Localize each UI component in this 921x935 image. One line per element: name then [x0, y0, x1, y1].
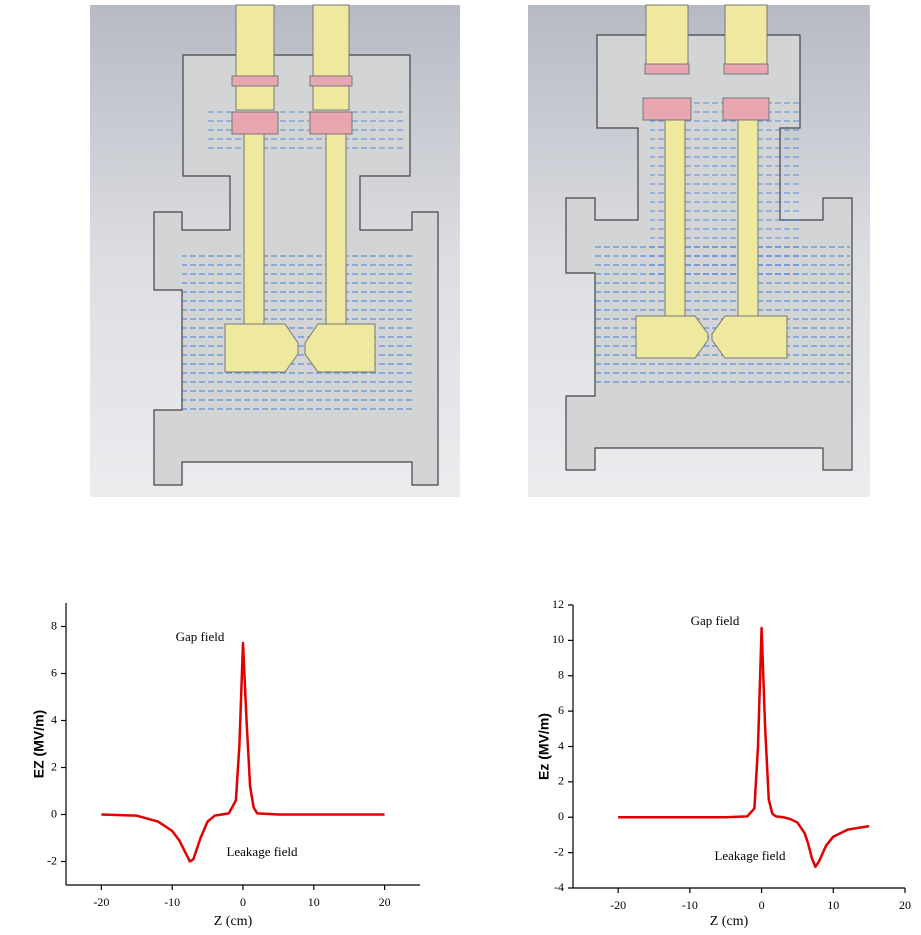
simulation-image-right [528, 4, 870, 497]
y-tick-label: 0 [558, 809, 564, 823]
x-tick-label: -20 [610, 898, 626, 912]
x-tick-label: -10 [682, 898, 698, 912]
x-tick-label: 0 [240, 895, 246, 909]
y-tick-label: 2 [558, 774, 564, 788]
x-tick-label: 10 [308, 895, 320, 909]
x-axis-label: Z (cm) [214, 914, 253, 929]
y-tick-label: 4 [51, 712, 57, 726]
annotation: Leakage field [226, 844, 298, 859]
y-tick-label: 8 [51, 618, 57, 632]
annotation: Gap field [176, 629, 225, 644]
y-tick-label: 2 [51, 759, 57, 773]
x-tick-label: 20 [379, 895, 391, 909]
x-tick-label: -10 [164, 895, 180, 909]
y-tick-label: -2 [554, 844, 564, 858]
y-axis-label: Ez (MV/m) [536, 713, 552, 780]
y-tick-label: 12 [552, 597, 564, 611]
y-tick-label: 4 [558, 738, 564, 752]
x-tick-label: -20 [93, 895, 109, 909]
x-axis-label: Z (cm) [710, 914, 749, 929]
x-tick-label: 10 [827, 898, 839, 912]
y-tick-label: 8 [558, 668, 564, 682]
y-tick-label: 6 [51, 665, 57, 679]
data-line [101, 641, 385, 863]
y-tick-label: 6 [558, 703, 564, 717]
x-tick-label: 20 [899, 898, 911, 912]
annotation: Leakage field [714, 848, 786, 863]
y-tick-label: -4 [554, 880, 564, 894]
simulation-image-left [90, 4, 460, 497]
y-tick-label: 10 [552, 632, 564, 646]
data-line [618, 626, 870, 869]
annotation: Gap field [691, 613, 740, 628]
y-tick-label: -2 [47, 853, 57, 867]
y-axis-label: EZ (MV/m) [31, 710, 47, 778]
x-tick-label: 0 [759, 898, 765, 912]
y-tick-label: 0 [51, 806, 57, 820]
